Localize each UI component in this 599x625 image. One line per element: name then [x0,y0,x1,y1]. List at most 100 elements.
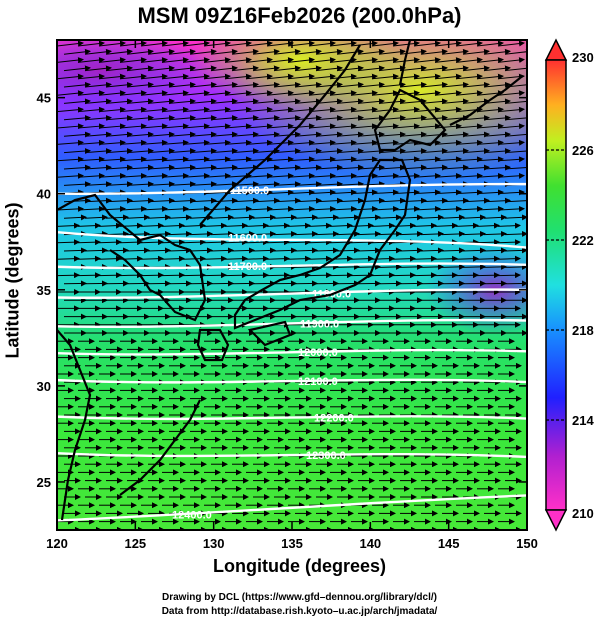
wind-arrow [161,106,189,113]
wind-arrow [266,272,290,279]
wind-arrow [182,123,210,130]
wind-arrow [224,90,252,97]
wind-arrow [245,239,269,246]
wind-arrow [315,164,343,171]
wind-arrow [63,98,91,105]
wind-arrow [350,57,378,64]
wind-arrow [441,230,465,237]
wind-arrow [63,48,91,55]
x-tick-label: 125 [124,536,146,551]
wind-arrow [357,197,385,204]
wind-arrow [497,73,525,80]
wind-arrow [476,123,504,130]
wind-arrow [350,123,378,130]
wind-arrow [455,255,479,262]
wind-arrow [119,106,147,113]
wind-arrow [252,181,280,188]
height-contour-line [57,318,527,329]
x-tick-label: 130 [203,536,225,551]
wind-arrow [57,239,80,246]
contour-label: 11600.0 [228,233,267,245]
wind-arrow [483,131,511,138]
wind-arrow [210,247,234,254]
wind-arrow [399,131,427,138]
wind-arrow [224,106,252,113]
wind-arrow [147,214,171,221]
wind-arrow [140,239,164,246]
wind-arrow [98,57,126,64]
wind-arrow [105,197,133,204]
wind-arrow [441,214,465,221]
contour-label: 12200.0 [314,413,354,425]
wind-arrow [231,148,259,155]
wind-arrow [210,164,238,171]
wind-arrow [245,255,269,262]
wind-arrow [287,222,311,229]
wind-arrow [441,247,465,254]
wind-arrow [441,197,469,204]
wind-arrow [441,98,469,105]
wind-arrow [441,81,469,88]
wind-arrow [161,205,189,212]
wind-arrow [455,205,483,212]
x-tick-label: 150 [516,536,538,551]
wind-arrow [483,148,511,155]
wind-arrow [357,263,381,270]
wind-arrow [210,48,238,55]
wind-arrow [245,205,273,212]
wind-arrow [252,98,280,105]
wind-arrow [336,230,360,237]
wind-arrow [476,272,500,279]
wind-arrow [245,139,273,146]
credit-drawing: Drawing by DCL (https://www.gfd–dennou.o… [161,592,437,603]
height-contour-line [57,288,527,299]
colorbar-ticks: 230 226 222 218 214 210 [546,50,594,521]
wind-arrow [455,123,483,130]
wind-arrow [57,90,84,97]
wind-arrow [308,172,336,179]
wind-arrow [168,81,196,88]
wind-arrow [329,73,357,80]
wind-arrow [357,230,381,237]
wind-arrow [420,164,448,171]
wind-arrow [308,272,332,279]
wind-arrow [413,255,437,262]
wind-arrow [105,65,133,72]
wind-arrow [441,148,469,155]
wind-arrow [294,263,318,270]
wind-arrow [119,156,147,163]
wind-arrow [189,148,217,155]
wind-arrow [57,123,84,130]
wind-arrow [98,156,126,163]
wind-arrow [126,197,154,204]
wind-arrow [189,65,217,72]
wind-arrow [350,156,378,163]
wind-arrow [378,65,406,72]
wind-arrow [266,40,294,47]
wind-arrow [357,98,385,105]
wind-arrow [203,40,231,47]
wind-arrow [308,222,332,229]
wind-arrow [455,139,483,146]
wind-arrow [105,48,133,55]
colorbar-tick-label: 226 [572,143,594,158]
wind-arrow [273,148,301,155]
wind-arrow [224,205,252,212]
wind-arrow [77,156,105,163]
wind-arrow [476,156,504,163]
wind-arrow [161,172,189,179]
wind-arrow [476,222,500,229]
wind-arrow [105,98,133,105]
wind-arrow [420,247,444,254]
wind-arrow [497,106,525,113]
height-contour-line [57,451,527,459]
wind-arrow [462,98,490,105]
wind-arrow [497,172,525,179]
wind-arrow [126,131,154,138]
wind-arrow [294,48,322,55]
wind-arrow [203,272,227,279]
wind-arrow [287,73,315,80]
wind-arrow [161,40,189,47]
wind-arrow [413,57,441,64]
wind-arrow [392,123,420,130]
